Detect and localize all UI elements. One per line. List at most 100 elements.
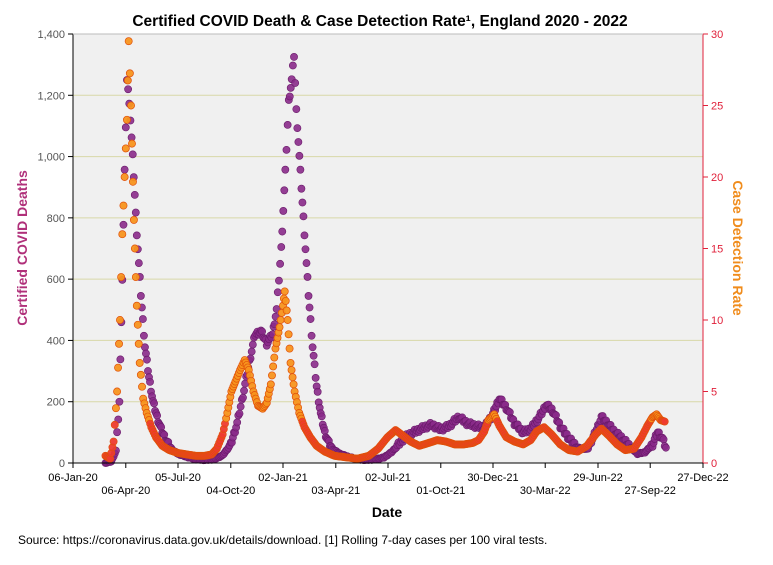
case-detection-point [289,380,298,389]
case-detection-point [116,316,124,324]
case-detection-point [118,230,127,239]
death-point [306,315,315,323]
death-point [131,208,140,217]
case-detection-point [135,358,144,367]
death-point [300,231,309,240]
death-point [130,190,139,199]
death-point [132,231,141,240]
case-detection-point [282,306,291,315]
death-point [294,138,303,146]
case-detection-point [270,353,279,362]
death-point [276,259,284,268]
death-point [278,227,287,236]
case-detection-point [123,115,131,124]
left-tick-label: 0 [59,458,65,470]
case-detection-point [128,139,136,148]
death-point [240,386,248,395]
x-tick-label: 06-Apr-20 [101,485,150,497]
death-point [233,418,242,427]
death-point [293,124,302,133]
case-detection-point [660,417,669,426]
death-point [659,435,668,444]
case-detection-point [285,344,294,353]
x-tick-label: 02-Jul-21 [365,472,411,484]
case-detection-point [133,320,142,329]
death-point [275,276,283,285]
death-point [304,292,313,300]
right-axis-ticks: 0 5 10 15 20 25 30 [703,29,723,470]
death-point [307,331,316,340]
death-point [280,186,289,195]
case-detection-point [134,339,143,348]
source-note: Source: https://coronavirus.data.gov.uk/… [18,533,547,547]
death-point [285,92,294,101]
death-point [143,355,151,364]
death-point [303,273,312,281]
plot-background [73,34,703,463]
death-point [139,315,147,323]
left-tick-label: 400 [47,335,65,347]
x-tick-label: 01-Oct-21 [416,485,465,497]
death-point [239,393,247,402]
left-tick-label: 1,000 [37,152,65,164]
left-axis-ticks: 0 200 400 600 800 1,000 1,200 1,400 [37,29,73,470]
death-point [283,121,292,129]
death-point [153,411,162,420]
case-detection-point [115,339,123,348]
x-axis-ticks: 06-Jan-2006-Apr-2005-Jul-2004-Oct-2002-J… [48,463,729,497]
death-point [140,331,148,340]
death-point [308,343,317,352]
death-point [292,105,301,114]
x-tick-label: 06-Jan-20 [48,472,98,484]
case-detection-point [288,373,297,382]
case-detection-point [138,382,146,391]
right-tick-label: 10 [711,315,723,327]
death-point [247,347,256,356]
plot-area [73,34,703,463]
y-axis-right-title: Case Detection Rate [730,180,746,316]
death-point [128,150,137,159]
death-point [286,83,295,92]
left-tick-label: 1,400 [37,29,65,41]
x-tick-label: 29-Jun-22 [573,472,623,484]
case-detection-point [283,316,292,324]
death-point [121,123,130,132]
death-point [313,387,322,396]
death-point [302,259,311,267]
death-point [297,184,306,193]
case-detection-point [119,201,128,210]
case-detection-point [286,358,295,367]
death-point [661,443,670,452]
case-detection-point [124,37,133,46]
case-detection-point [268,371,276,380]
death-point [281,165,290,174]
chart-title: Certified COVID Death & Case Detection R… [132,13,627,30]
right-tick-label: 5 [711,387,717,399]
case-detection-point [110,420,119,429]
death-point [296,165,305,174]
x-tick-label: 03-Apr-21 [311,485,360,497]
case-detection-point [132,301,141,310]
left-tick-label: 800 [47,213,65,225]
left-tick-label: 600 [47,274,65,286]
death-point [116,355,125,364]
case-detection-point [281,296,290,305]
case-detection-point [275,323,284,332]
case-detection-point [269,362,278,371]
death-point [311,374,320,382]
x-tick-label: 30-Mar-22 [520,485,571,497]
case-detection-point [136,370,145,379]
case-detection-point [111,404,120,413]
case-detection-point [123,76,132,85]
x-tick-label: 27-Sep-22 [625,485,676,497]
right-tick-label: 20 [711,172,723,184]
death-point [299,212,308,221]
death-point [320,426,329,435]
death-point [115,397,124,406]
death-point [236,402,245,411]
death-point [317,412,326,421]
death-point [301,245,310,254]
x-tick-label: 05-Jul-20 [155,472,201,484]
x-tick-label: 27-Dec-22 [677,472,728,484]
